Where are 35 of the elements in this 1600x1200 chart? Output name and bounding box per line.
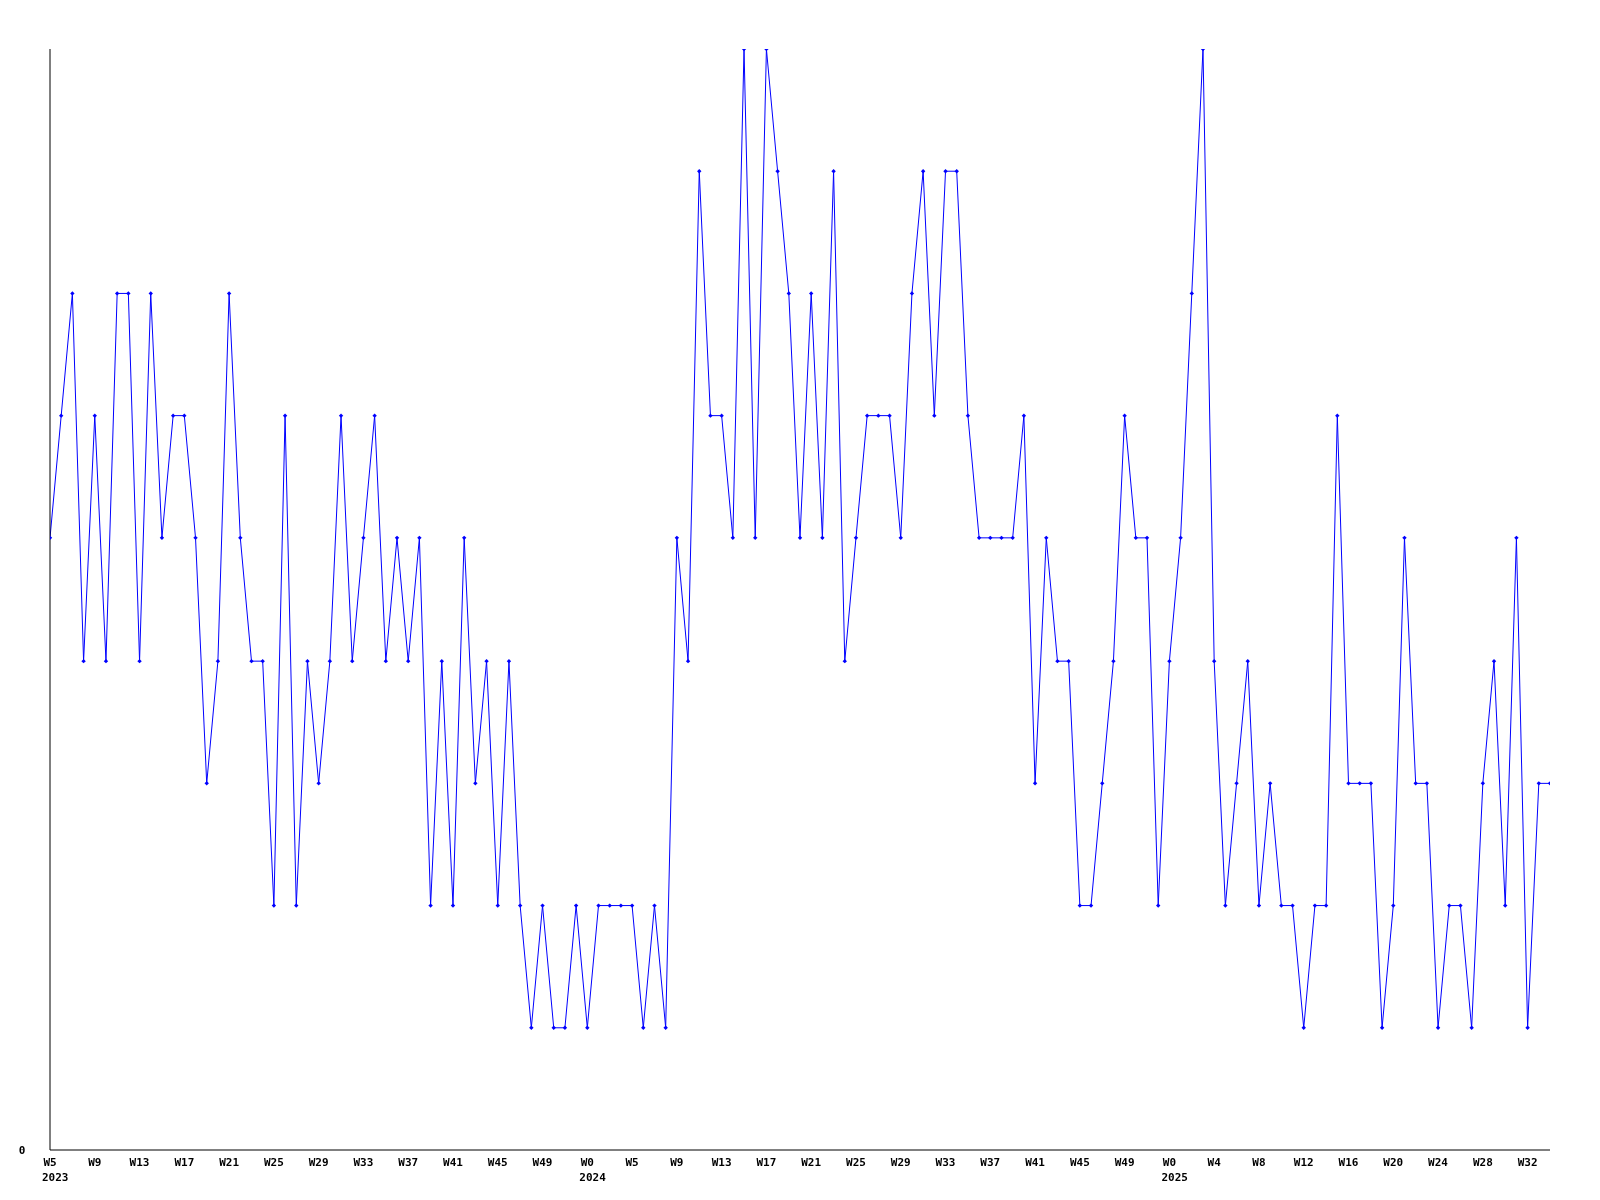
x-tick-label: W17 <box>174 1156 195 1169</box>
x-tick-label: W0 2024 <box>579 1156 607 1184</box>
x-tick-label: W5 2023 <box>42 1156 69 1184</box>
x-tick-label: W17 <box>756 1156 777 1169</box>
x-tick-label: W41 <box>443 1156 464 1169</box>
x-tick-label: W13 <box>711 1156 732 1169</box>
x-tick-label: W12 <box>1293 1156 1314 1169</box>
x-tick-label: W37 <box>980 1156 1001 1169</box>
x-tick-label: W49 <box>1114 1156 1135 1169</box>
x-tick-label: W5 <box>625 1156 639 1169</box>
x-tick-label: W21 <box>219 1156 240 1169</box>
x-tick-label: W29 <box>308 1156 329 1169</box>
x-tick-label: W9 <box>88 1156 102 1169</box>
x-tick-label: W33 <box>353 1156 374 1169</box>
x-tick-label: W45 <box>487 1156 508 1169</box>
x-tick-label: W8 <box>1252 1156 1266 1169</box>
x-tick-label: W0 2025 <box>1161 1156 1188 1184</box>
x-tick-label: W32 <box>1517 1156 1538 1169</box>
x-tick-label: W37 <box>398 1156 419 1169</box>
x-tick-label: W33 <box>935 1156 956 1169</box>
text: 0 <box>18 1144 26 1157</box>
x-tick-label: W21 <box>801 1156 822 1169</box>
x-tick-label: W29 <box>890 1156 911 1169</box>
x-tick-label: W16 <box>1338 1156 1359 1169</box>
x-tick-label: W9 <box>670 1156 684 1169</box>
x-tick-label: W45 <box>1069 1156 1090 1169</box>
x-tick-label: W4 <box>1207 1156 1222 1169</box>
x-tick-label: W24 <box>1428 1156 1449 1169</box>
x-tick-label: W25 <box>846 1156 866 1169</box>
x-tick-label: W20 <box>1383 1156 1404 1169</box>
x-tick-label: W13 <box>129 1156 150 1169</box>
x-tick-label: W25 <box>263 1156 284 1169</box>
x-tick-label: W28 <box>1472 1156 1493 1169</box>
x-tick-label: W49 <box>532 1156 553 1169</box>
x-tick-label: W41 <box>1025 1156 1046 1169</box>
